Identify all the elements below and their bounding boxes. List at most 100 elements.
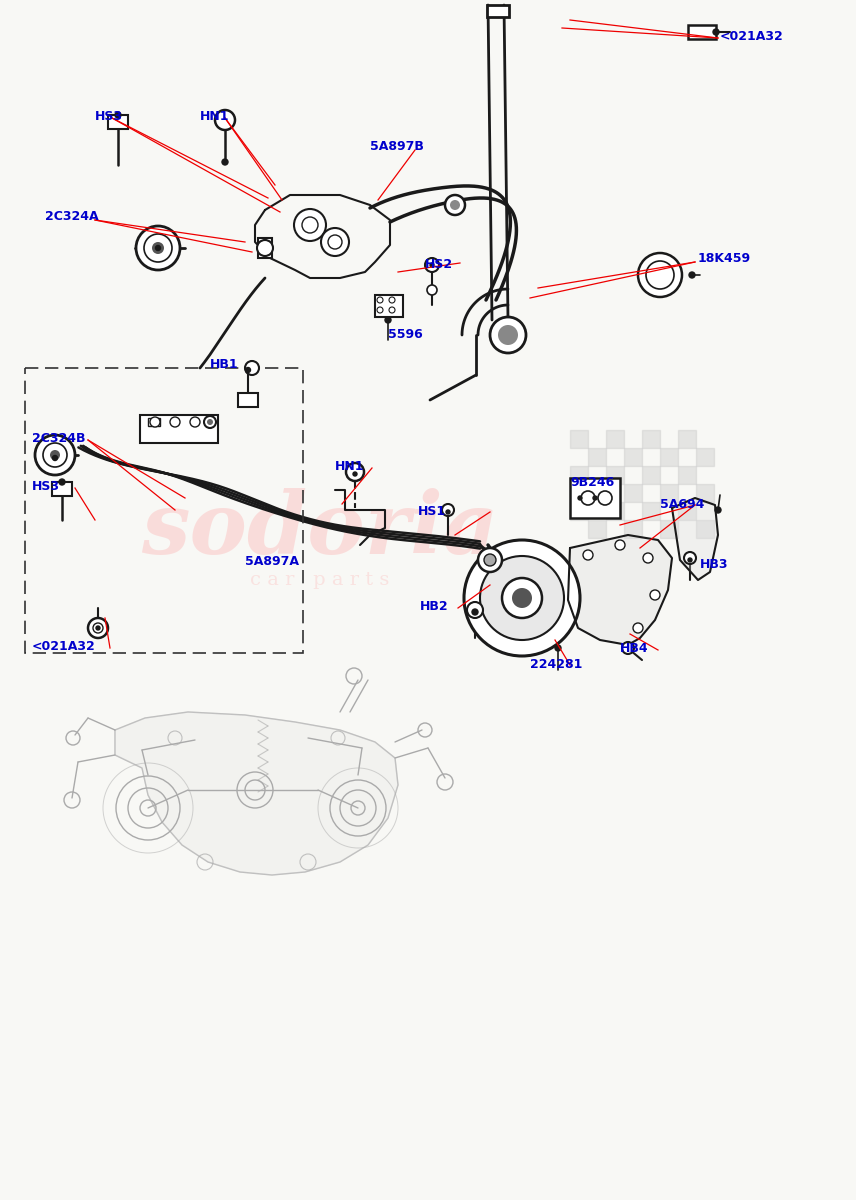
Circle shape bbox=[246, 367, 251, 372]
Text: <021A32: <021A32 bbox=[32, 640, 96, 653]
Text: <021A32: <021A32 bbox=[720, 30, 784, 43]
Circle shape bbox=[478, 548, 502, 572]
Circle shape bbox=[144, 234, 172, 262]
Circle shape bbox=[294, 209, 326, 241]
Bar bbox=[678, 430, 696, 448]
Circle shape bbox=[688, 558, 692, 562]
Circle shape bbox=[622, 642, 634, 654]
Polygon shape bbox=[115, 712, 398, 875]
Polygon shape bbox=[672, 498, 718, 580]
Circle shape bbox=[425, 258, 439, 272]
Bar bbox=[606, 466, 624, 484]
Circle shape bbox=[650, 590, 660, 600]
Circle shape bbox=[684, 552, 696, 564]
Circle shape bbox=[713, 29, 719, 35]
Circle shape bbox=[152, 242, 164, 254]
Circle shape bbox=[385, 317, 391, 323]
Circle shape bbox=[353, 472, 357, 476]
Text: HS3: HS3 bbox=[95, 110, 123, 122]
Circle shape bbox=[502, 578, 542, 618]
Text: 18K459: 18K459 bbox=[698, 252, 751, 265]
Bar bbox=[570, 478, 620, 518]
Text: HB2: HB2 bbox=[420, 600, 449, 613]
Circle shape bbox=[442, 504, 454, 516]
Circle shape bbox=[377, 307, 383, 313]
Bar bbox=[642, 502, 660, 520]
Circle shape bbox=[450, 200, 460, 210]
Bar bbox=[624, 484, 642, 502]
Polygon shape bbox=[568, 535, 672, 646]
Circle shape bbox=[445, 194, 465, 215]
Circle shape bbox=[464, 540, 580, 656]
Bar bbox=[570, 430, 588, 448]
Bar bbox=[570, 502, 588, 520]
Bar bbox=[660, 520, 678, 538]
Circle shape bbox=[638, 253, 682, 296]
Circle shape bbox=[150, 416, 160, 427]
Circle shape bbox=[689, 272, 695, 278]
Circle shape bbox=[484, 554, 496, 566]
Text: HN1: HN1 bbox=[200, 110, 229, 122]
Circle shape bbox=[346, 463, 364, 481]
Circle shape bbox=[643, 553, 653, 563]
Bar bbox=[606, 502, 624, 520]
Circle shape bbox=[257, 240, 273, 256]
Text: HS1: HS1 bbox=[418, 505, 446, 518]
Text: c a r   p a r t s: c a r p a r t s bbox=[250, 571, 389, 589]
Circle shape bbox=[156, 246, 160, 251]
Circle shape bbox=[512, 588, 532, 608]
Circle shape bbox=[59, 479, 65, 485]
Circle shape bbox=[328, 235, 342, 248]
Circle shape bbox=[88, 618, 108, 638]
Text: 5A694: 5A694 bbox=[660, 498, 704, 511]
Bar bbox=[696, 448, 714, 466]
Text: HS3: HS3 bbox=[32, 480, 60, 493]
Bar bbox=[624, 520, 642, 538]
Circle shape bbox=[578, 496, 582, 500]
Circle shape bbox=[204, 416, 216, 428]
Text: 5A897A: 5A897A bbox=[245, 554, 299, 568]
Circle shape bbox=[170, 416, 180, 427]
Circle shape bbox=[136, 226, 180, 270]
Text: HB3: HB3 bbox=[700, 558, 728, 571]
Text: HN1: HN1 bbox=[335, 460, 365, 473]
Circle shape bbox=[389, 296, 395, 302]
Text: 5596: 5596 bbox=[388, 328, 423, 341]
Circle shape bbox=[581, 491, 595, 505]
Text: sodoria: sodoria bbox=[141, 488, 499, 571]
Circle shape bbox=[302, 217, 318, 233]
Circle shape bbox=[472, 608, 478, 614]
Bar bbox=[487, 5, 509, 17]
Circle shape bbox=[598, 491, 612, 505]
Circle shape bbox=[593, 496, 597, 500]
Bar bbox=[570, 466, 588, 484]
Circle shape bbox=[190, 416, 200, 427]
Bar bbox=[52, 482, 72, 496]
Text: 5A897B: 5A897B bbox=[370, 140, 424, 152]
Bar bbox=[588, 448, 606, 466]
Circle shape bbox=[615, 540, 625, 550]
Circle shape bbox=[215, 110, 235, 130]
Bar bbox=[588, 520, 606, 538]
Text: 224281: 224281 bbox=[530, 658, 582, 671]
Bar bbox=[642, 466, 660, 484]
Bar bbox=[624, 448, 642, 466]
Circle shape bbox=[207, 419, 213, 425]
Circle shape bbox=[555, 646, 561, 650]
Circle shape bbox=[52, 456, 57, 461]
Bar bbox=[660, 448, 678, 466]
Circle shape bbox=[646, 260, 674, 289]
Bar bbox=[238, 392, 258, 407]
Circle shape bbox=[715, 506, 721, 514]
Circle shape bbox=[222, 158, 228, 164]
Text: 2C324B: 2C324B bbox=[32, 432, 86, 445]
Text: HB4: HB4 bbox=[620, 642, 649, 655]
Bar bbox=[25, 368, 303, 653]
Bar bbox=[140, 415, 218, 443]
Bar bbox=[642, 430, 660, 448]
Bar bbox=[678, 466, 696, 484]
Circle shape bbox=[93, 623, 103, 634]
Circle shape bbox=[321, 228, 349, 256]
Bar bbox=[108, 115, 128, 128]
Circle shape bbox=[427, 284, 437, 295]
